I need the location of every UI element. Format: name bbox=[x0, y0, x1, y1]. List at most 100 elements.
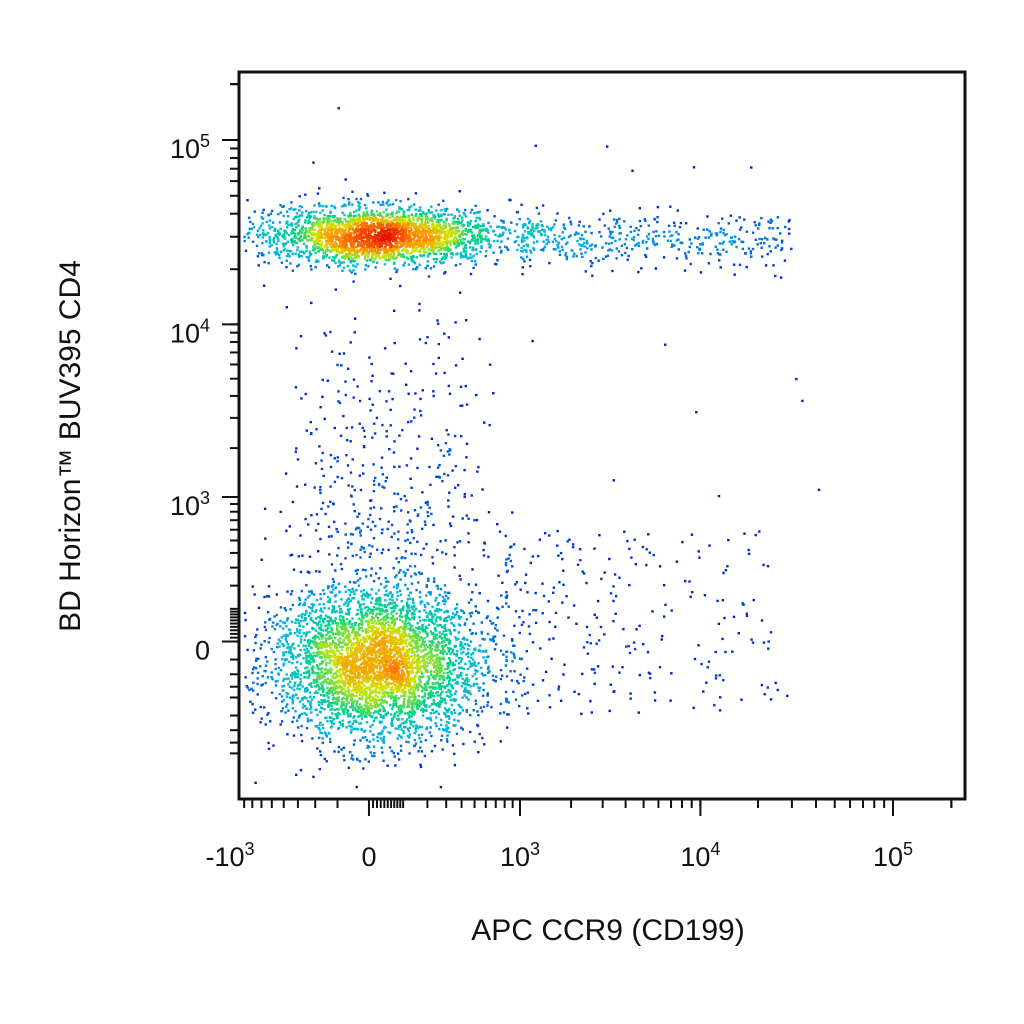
event-dot bbox=[421, 707, 424, 710]
event-dot bbox=[507, 605, 510, 608]
event-dot bbox=[464, 678, 467, 682]
event-dot bbox=[439, 700, 442, 703]
event-dot bbox=[296, 653, 300, 657]
event-dot bbox=[372, 712, 375, 715]
event-dot bbox=[287, 683, 290, 686]
event-dot bbox=[260, 558, 263, 561]
event-dot bbox=[409, 477, 412, 480]
event-dot bbox=[330, 591, 334, 594]
event-dot bbox=[297, 233, 300, 236]
event-dot bbox=[669, 239, 673, 243]
event-dot bbox=[368, 612, 372, 615]
event-dot bbox=[300, 397, 303, 400]
event-dot bbox=[273, 615, 276, 618]
event-dot bbox=[447, 615, 450, 619]
event-dot bbox=[735, 219, 738, 222]
event-dot bbox=[454, 678, 457, 681]
event-dot bbox=[472, 236, 475, 239]
event-dot bbox=[500, 240, 503, 243]
event-dot bbox=[425, 688, 429, 691]
event-dot bbox=[412, 260, 416, 263]
event-dot bbox=[372, 580, 376, 583]
event-dot bbox=[392, 506, 396, 509]
event-dot bbox=[384, 599, 387, 602]
event-dot bbox=[534, 621, 538, 624]
event-dot bbox=[420, 254, 423, 258]
event-dot bbox=[498, 233, 502, 236]
event-dot bbox=[341, 255, 344, 259]
event-dot bbox=[412, 537, 415, 540]
event-dot bbox=[324, 700, 327, 703]
event-dot bbox=[255, 633, 258, 637]
event-dot bbox=[420, 219, 424, 222]
event-dot bbox=[557, 685, 561, 688]
event-dot bbox=[254, 635, 257, 638]
event-dot bbox=[297, 215, 300, 218]
event-dot bbox=[349, 256, 352, 260]
event-dot bbox=[389, 277, 392, 280]
event-dot bbox=[360, 707, 364, 710]
event-dot bbox=[470, 598, 473, 601]
event-dot bbox=[381, 423, 384, 427]
event-dot bbox=[290, 674, 293, 677]
event-dot bbox=[356, 612, 360, 616]
event-dot bbox=[411, 692, 414, 695]
event-dot bbox=[610, 249, 613, 252]
event-dot bbox=[394, 576, 397, 579]
event-dot bbox=[465, 696, 468, 699]
event-dot bbox=[424, 216, 428, 219]
event-dot bbox=[351, 704, 354, 707]
event-dot bbox=[405, 740, 408, 743]
event-dot bbox=[407, 729, 411, 733]
event-dot bbox=[290, 224, 293, 227]
event-dot bbox=[455, 653, 458, 656]
event-dot bbox=[399, 569, 402, 572]
event-dot bbox=[589, 642, 592, 645]
event-dot bbox=[516, 210, 519, 214]
event-dot bbox=[314, 462, 318, 465]
event-dot bbox=[369, 552, 372, 555]
event-dot bbox=[402, 213, 406, 216]
event-dot bbox=[443, 644, 446, 648]
event-dot bbox=[427, 680, 430, 684]
event-dot bbox=[305, 609, 308, 613]
event-dot bbox=[389, 703, 392, 707]
event-dot bbox=[325, 645, 328, 648]
event-dot bbox=[327, 700, 330, 703]
event-dot bbox=[417, 689, 420, 692]
event-dot bbox=[655, 243, 659, 246]
event-dot bbox=[355, 727, 358, 730]
event-dot bbox=[301, 706, 305, 709]
event-dot bbox=[475, 226, 479, 229]
event-dot bbox=[403, 698, 406, 701]
event-dot bbox=[580, 252, 583, 255]
event-dot bbox=[774, 681, 777, 685]
event-dot bbox=[393, 510, 396, 513]
event-dot bbox=[745, 614, 749, 618]
event-dot bbox=[357, 715, 360, 718]
event-dot bbox=[280, 695, 284, 698]
event-dot bbox=[248, 688, 251, 692]
event-dot bbox=[341, 723, 344, 726]
event-dot bbox=[327, 266, 331, 269]
event-dot bbox=[318, 723, 321, 726]
event-dot bbox=[289, 554, 292, 557]
event-dot bbox=[453, 566, 456, 569]
event-dot bbox=[450, 616, 454, 619]
event-dot bbox=[463, 468, 466, 472]
event-dot bbox=[273, 627, 277, 631]
event-dot bbox=[723, 616, 726, 620]
event-dot bbox=[395, 711, 399, 714]
event-dot bbox=[426, 511, 429, 514]
event-dot bbox=[315, 642, 319, 646]
event-dot bbox=[351, 722, 354, 725]
event-dot bbox=[276, 229, 280, 233]
event-dot bbox=[349, 471, 353, 474]
event-dot bbox=[402, 701, 406, 704]
event-dot bbox=[653, 699, 657, 702]
event-dot bbox=[631, 248, 634, 251]
event-dot bbox=[338, 720, 342, 724]
event-dot bbox=[352, 264, 355, 267]
event-dot bbox=[364, 758, 367, 761]
event-dot bbox=[641, 241, 645, 244]
